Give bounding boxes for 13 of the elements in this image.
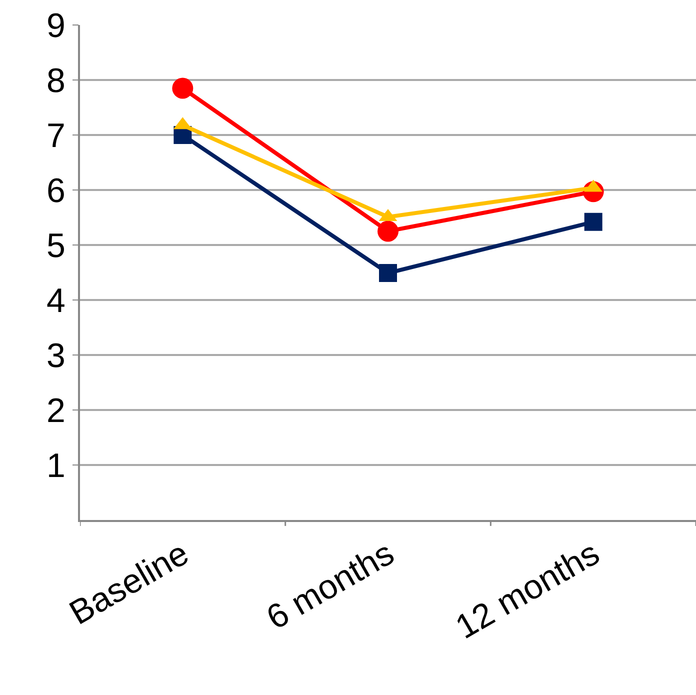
y-tick-label: 3 [46,336,66,375]
y-tick-label: 6 [46,172,66,210]
y-tick-label: 4 [46,282,66,320]
y-tick-label: 9 [46,6,66,45]
y-tick-label: 8 [46,62,66,100]
y-tick-label: 1 [46,446,66,485]
point [172,78,194,99]
y-tick-label: 5 [46,226,66,265]
point [378,220,398,242]
point [379,264,397,282]
y-tick-label: 7 [46,116,66,155]
y-tick-label: 2 [46,392,66,430]
point [584,212,602,231]
